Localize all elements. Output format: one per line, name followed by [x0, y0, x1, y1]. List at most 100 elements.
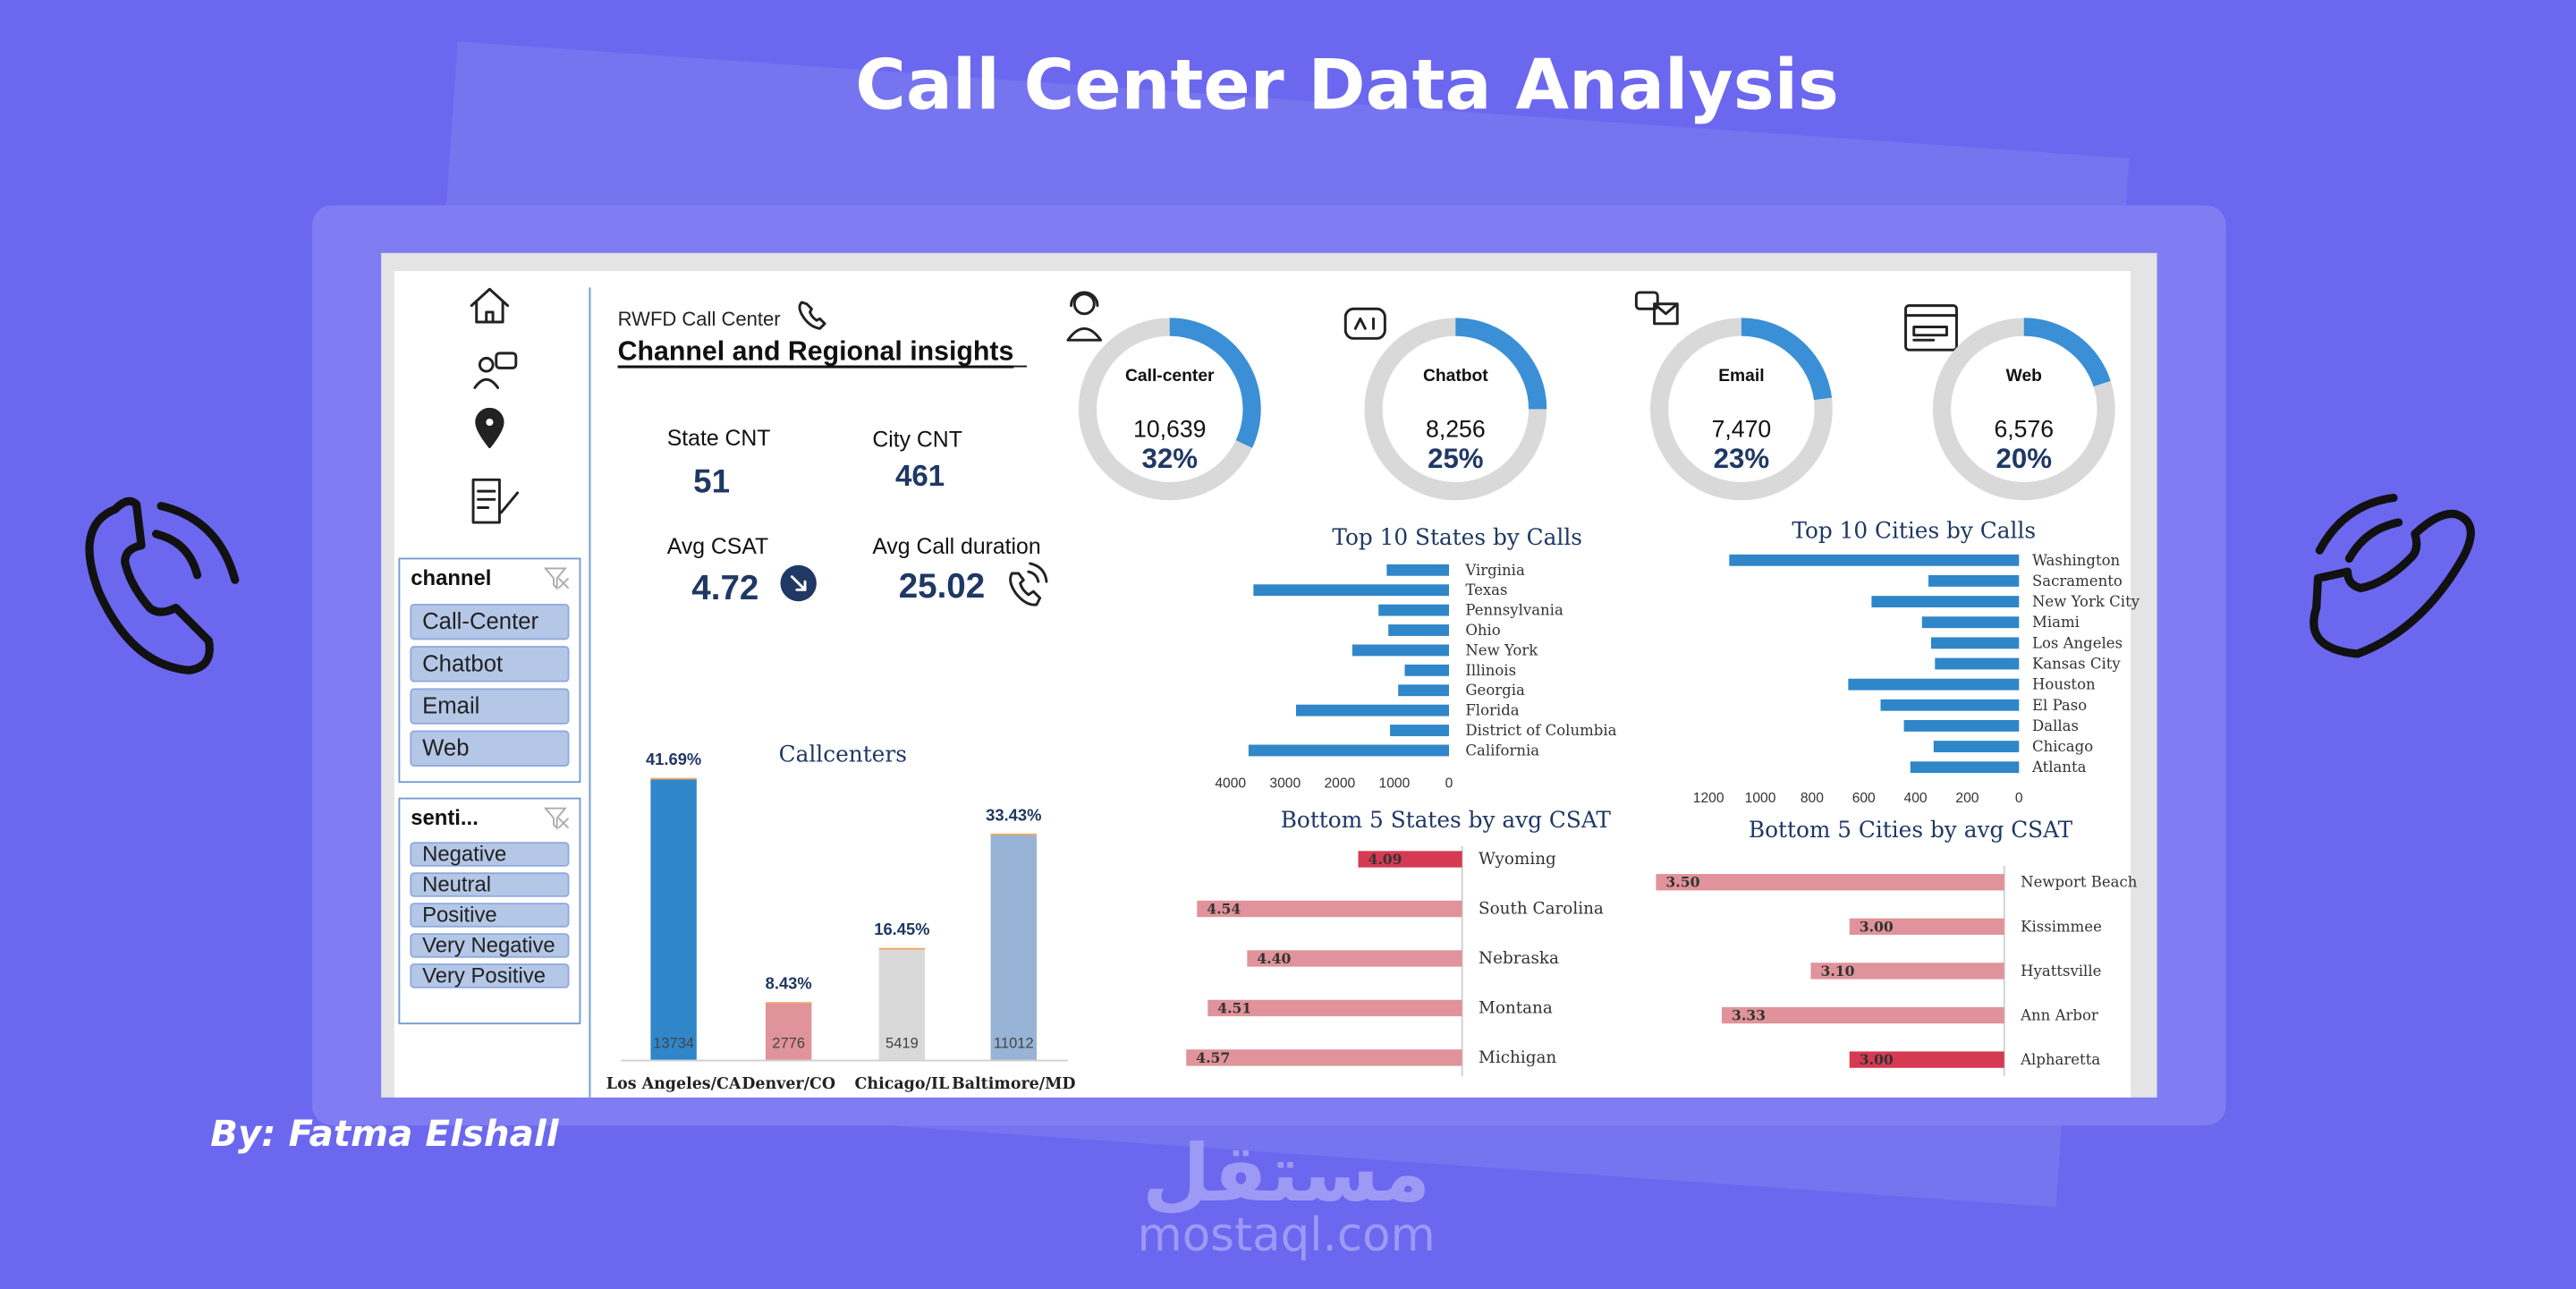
data-label: 5419 — [886, 1035, 919, 1052]
chart-title: Bottom 5 Cities by avg CSAT — [1749, 817, 2073, 843]
category-label: Miami — [2032, 614, 2080, 631]
donut-value: 7,470 — [1712, 415, 1772, 442]
bar — [1935, 657, 2020, 670]
donut-title: Email — [1718, 367, 1764, 386]
category-label: Pennsylvania — [1465, 602, 1563, 619]
category-label: Atlanta — [2031, 759, 2087, 776]
data-label: 3.10 — [1820, 963, 1854, 979]
category-label: Kansas City — [2032, 655, 2121, 672]
percent-label: 33.43% — [986, 805, 1041, 824]
slicer-title: channel — [411, 566, 491, 590]
bar — [1398, 684, 1449, 697]
category-label: Michigan — [1479, 1048, 1556, 1067]
bar — [1849, 918, 2004, 936]
x-tick-label: 1000 — [1379, 776, 1411, 792]
x-tick-label: Los Angeles/CA — [606, 1075, 741, 1093]
data-label: 13734 — [653, 1035, 694, 1052]
dashboard-title: Channel and Regional insights — [618, 337, 1014, 367]
category-label: Ohio — [1465, 622, 1500, 639]
x-tick-label: 2000 — [1324, 776, 1355, 792]
author: By: Fatma Elshall — [210, 1112, 560, 1155]
category-label: Kissimmee — [2021, 918, 2102, 935]
bar — [1910, 761, 2020, 774]
data-label: 4.57 — [1196, 1049, 1230, 1066]
percent-label: 8.43% — [766, 974, 812, 993]
bar — [1386, 564, 1449, 576]
slicer-button[interactable] — [410, 730, 570, 767]
category-label: El Paso — [2032, 697, 2087, 714]
phone-icon — [798, 301, 826, 330]
bar — [1903, 719, 2020, 732]
slicer-button-label[interactable]: Positive — [422, 903, 497, 927]
donut-arc — [1455, 318, 1547, 410]
bar — [1933, 741, 2020, 752]
category-label: Texas — [1465, 581, 1507, 598]
x-tick-label: 800 — [1801, 791, 1824, 806]
slicer-button-label[interactable]: Chatbot — [422, 651, 503, 676]
slicer-button-label[interactable]: Neutral — [422, 873, 491, 897]
slicer-button[interactable] — [410, 688, 570, 725]
kpi-value: 51 — [693, 463, 730, 500]
channel-icons — [1066, 291, 1958, 352]
slicer-button-label[interactable]: Email — [422, 694, 479, 719]
data-label: 3.50 — [1665, 874, 1699, 891]
slicer-button[interactable] — [410, 963, 570, 988]
bar — [1404, 664, 1449, 676]
category-label: Houston — [2032, 676, 2096, 693]
donut-title: Call-center — [1125, 367, 1215, 386]
slicer-button-label[interactable]: Web — [422, 736, 469, 761]
category-label: New York — [1465, 641, 1538, 658]
percent-label: 16.45% — [874, 920, 929, 938]
category-label: Illinois — [1465, 662, 1516, 679]
x-tick-label: Baltimore/MD — [952, 1075, 1076, 1093]
x-tick-label: 400 — [1904, 791, 1928, 806]
category-label: Florida — [1465, 702, 1519, 719]
category-label: Washington — [2032, 552, 2121, 569]
slicer-title: senti... — [411, 806, 479, 830]
category-label: Montana — [1479, 998, 1553, 1017]
nav-icons — [470, 287, 520, 524]
bar — [1253, 584, 1449, 597]
donut-value: 10,639 — [1133, 415, 1206, 442]
phone-icon-left — [85, 496, 240, 674]
x-tick-label: 200 — [1955, 791, 1979, 806]
slicer-button[interactable] — [410, 603, 570, 640]
slicer-button[interactable] — [410, 646, 570, 683]
slicer-button-label[interactable]: Call-Center — [422, 609, 538, 634]
category-label: District of Columbia — [1465, 722, 1616, 739]
bar — [1352, 644, 1449, 657]
x-tick-label: 0 — [2015, 791, 2023, 806]
category-label: New York City — [2032, 593, 2140, 610]
slicer-button[interactable] — [410, 903, 570, 928]
slicer-button[interactable] — [410, 872, 570, 897]
bar — [1197, 900, 1462, 918]
dashboard-source: RWFD Call Center — [618, 308, 781, 330]
slicer-button[interactable] — [410, 842, 570, 867]
bar — [1721, 1006, 2004, 1024]
category-label: Ann Arbor — [2020, 1007, 2098, 1024]
percent-label: 41.69% — [646, 750, 701, 768]
slicer-button[interactable] — [410, 933, 570, 958]
phone-icon-right — [2309, 493, 2475, 658]
slicer-button-label[interactable]: Very Positive — [422, 963, 546, 988]
kpi-label: Avg Call duration — [872, 535, 1040, 559]
slicer-button-label[interactable]: Very Negative — [422, 933, 555, 957]
bar — [1848, 678, 2020, 691]
x-tick-label: 1200 — [1693, 791, 1724, 806]
donut-arc — [1169, 318, 1261, 448]
bar — [650, 778, 697, 1060]
bar — [1849, 1051, 2004, 1068]
donut-percent: 23% — [1714, 443, 1769, 474]
category-label: Wyoming — [1479, 850, 1556, 869]
donut-percent: 32% — [1142, 443, 1198, 474]
donut-arc — [1741, 318, 1833, 401]
bar — [1921, 616, 2020, 629]
x-tick-label: 3000 — [1269, 776, 1301, 792]
data-label: 3.00 — [1860, 1051, 1894, 1068]
bar — [1810, 963, 2004, 979]
category-label: Dallas — [2032, 717, 2079, 734]
bar — [1295, 704, 1449, 717]
data-label: 4.09 — [1368, 851, 1402, 868]
slicer-button-label[interactable]: Negative — [422, 843, 506, 867]
bar — [1928, 574, 2020, 587]
